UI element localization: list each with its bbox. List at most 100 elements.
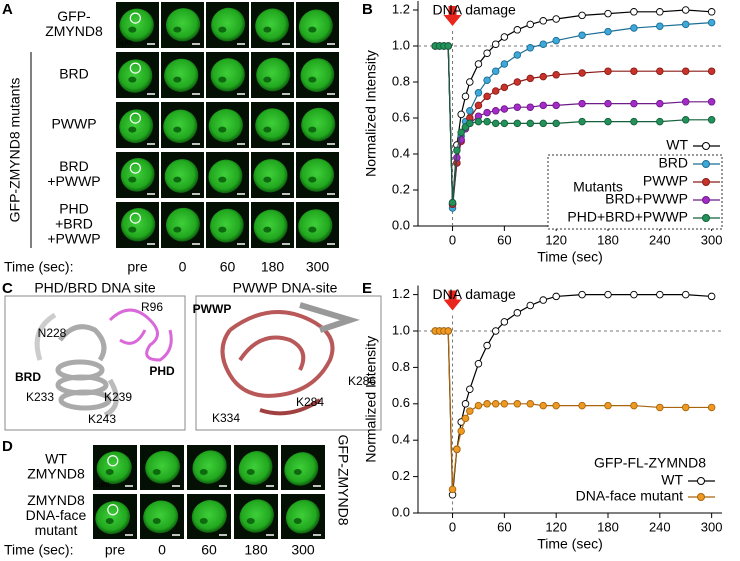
data-point <box>466 78 474 86</box>
data-point <box>466 407 474 415</box>
annotation: Mutants <box>573 179 623 195</box>
row-label: BRD <box>59 158 89 174</box>
row-label: ZMYND8 <box>45 23 103 39</box>
legend-label: WT <box>666 137 688 153</box>
data-point <box>513 51 522 59</box>
data-point <box>483 117 491 126</box>
nucleus <box>164 58 199 92</box>
nucleus <box>209 208 244 243</box>
data-point <box>539 401 547 410</box>
nucleolus <box>128 176 137 183</box>
nucleus <box>300 58 335 92</box>
nucleus <box>119 109 154 144</box>
data-point <box>630 8 638 16</box>
data-point <box>656 403 664 412</box>
data-point <box>474 60 483 68</box>
residue-label: K286 <box>348 374 376 388</box>
structure-title: PWWP DNA-site <box>233 280 338 296</box>
data-point <box>681 67 690 75</box>
nucleolus <box>308 226 317 233</box>
y-tick-label: 0.6 <box>392 109 410 124</box>
nucleolus <box>105 518 114 524</box>
legend-marker <box>702 214 710 222</box>
data-point <box>513 400 522 408</box>
nucleolus <box>128 26 137 33</box>
y-tick-label: 0.0 <box>392 504 410 519</box>
data-point <box>513 26 522 34</box>
nucleus <box>238 451 273 485</box>
panel-label: B <box>362 1 373 18</box>
data-point <box>604 401 612 410</box>
timepoint: 300 <box>306 259 330 275</box>
timepoint: 180 <box>244 542 268 558</box>
x-axis-label: Time (sec) <box>537 536 603 552</box>
nucleus <box>163 109 198 144</box>
panel-label: A <box>2 1 13 18</box>
legend-marker <box>702 160 710 168</box>
timepoint: 0 <box>158 542 166 558</box>
legend-marker <box>702 196 710 204</box>
timepoint: pre <box>105 542 125 558</box>
nucleus <box>255 108 290 142</box>
data-point <box>656 67 664 75</box>
nucleolus <box>128 76 137 83</box>
data-point <box>491 400 500 408</box>
data-point <box>707 8 716 16</box>
legend-label: WT <box>661 472 683 488</box>
data-point <box>681 290 690 299</box>
residue-label: PHD <box>149 364 175 378</box>
x-tick-label: 240 <box>649 519 671 534</box>
row-label: ZMYND8 <box>27 492 85 508</box>
data-point <box>448 485 457 494</box>
residue-label: K239 <box>104 390 132 404</box>
nucleus <box>118 59 153 93</box>
nucleolus <box>308 176 317 183</box>
pwwp-structure <box>220 302 360 416</box>
data-point <box>483 76 491 84</box>
y-axis-label: Normalized Intensity <box>363 336 379 463</box>
row-label: mutant <box>35 522 78 538</box>
x-tick-label: 120 <box>545 232 567 247</box>
data-point <box>491 107 500 115</box>
nucleus <box>298 209 333 243</box>
x-tick-label: 180 <box>597 519 619 534</box>
data-point <box>500 318 509 326</box>
data-point <box>513 78 522 86</box>
nucleolus <box>218 26 227 33</box>
scale-label: 5µm <box>117 38 133 47</box>
nucleolus <box>152 469 161 475</box>
nucleus <box>239 499 274 533</box>
residue-label: K284 <box>296 395 324 409</box>
nucleolus <box>173 226 182 233</box>
x-tick-label: 0 <box>449 232 456 247</box>
damage-arrow <box>443 6 462 26</box>
nucleus <box>191 500 227 533</box>
nucleolus <box>263 176 272 183</box>
y-tick-label: 1.0 <box>392 37 410 52</box>
y-tick-label: 0.4 <box>392 145 410 160</box>
roi-circle <box>107 455 119 467</box>
data-point <box>483 49 491 57</box>
data-point <box>453 146 461 155</box>
nucleus <box>299 158 335 192</box>
data-point <box>474 401 483 410</box>
panel-label: C <box>2 280 13 297</box>
data-point <box>474 117 483 126</box>
annotation: DNA damage <box>433 2 516 18</box>
row-label: +BRD <box>55 216 93 232</box>
y-tick-label: 0.6 <box>392 395 410 410</box>
data-point <box>656 8 664 16</box>
nucleolus <box>308 126 317 133</box>
legend-label: PWWP <box>643 173 688 189</box>
data-point <box>552 15 560 23</box>
legend-label: DNA-face mutant <box>576 488 683 504</box>
data-point <box>483 92 491 101</box>
annotation: DNA damage <box>433 286 516 302</box>
data-point <box>630 117 638 126</box>
nucleus <box>255 8 289 43</box>
nucleolus <box>173 76 182 83</box>
legend-marker <box>697 477 705 485</box>
data-point <box>656 99 664 108</box>
data-point <box>552 101 560 110</box>
